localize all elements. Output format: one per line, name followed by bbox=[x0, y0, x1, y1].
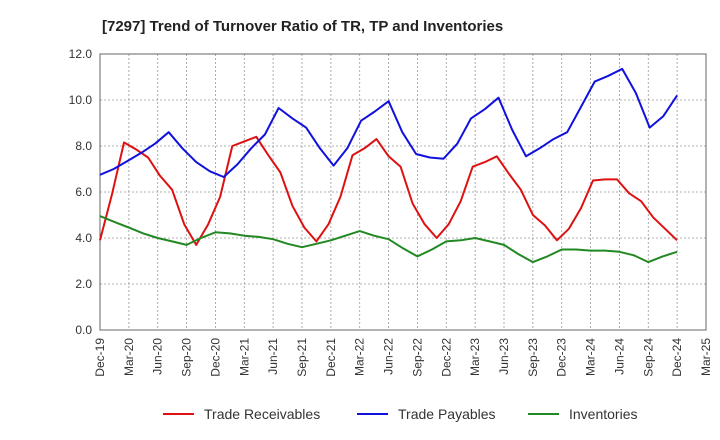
x-tick-label: Dec-20 bbox=[208, 338, 222, 377]
series-layer bbox=[99, 67, 678, 264]
x-tick-label: Dec-22 bbox=[439, 338, 453, 377]
x-tick-label: Mar-25 bbox=[699, 338, 713, 376]
legend: Trade Receivables Trade Payables Inventori… bbox=[163, 406, 637, 422]
x-tick-label: Mar-21 bbox=[237, 338, 251, 376]
x-tick-label: Sep-24 bbox=[641, 338, 655, 377]
x-tick-label: Jun-24 bbox=[612, 338, 626, 375]
y-tick-label: 8.0 bbox=[75, 139, 92, 153]
x-tick-label: Sep-23 bbox=[526, 338, 540, 377]
y-tick-label: 0.0 bbox=[75, 323, 92, 337]
x-tick-label: Mar-20 bbox=[122, 338, 136, 376]
y-tick-label: 10.0 bbox=[69, 93, 93, 107]
series-line-1 bbox=[99, 67, 678, 178]
x-axis-ticks: Dec-19 Mar-20 Jun-20 Sep-20 Dec-20 Mar-21 Jun-… bbox=[93, 338, 713, 377]
x-tick-label: Jun-21 bbox=[266, 338, 280, 375]
y-axis-ticks: 0.0 2.0 4.0 6.0 8.0 10.0 12.0 bbox=[69, 47, 93, 337]
series-line-0 bbox=[99, 135, 678, 246]
x-tick-label: Jun-23 bbox=[497, 338, 511, 375]
y-tick-label: 4.0 bbox=[75, 231, 92, 245]
x-tick-label: Sep-21 bbox=[295, 338, 309, 377]
legend-label-0: Trade Receivables bbox=[204, 406, 320, 422]
x-tick-label: Mar-24 bbox=[584, 338, 598, 376]
legend-label-1: Trade Payables bbox=[398, 406, 496, 422]
plot-frame bbox=[99, 53, 707, 331]
x-tick-label: Dec-24 bbox=[670, 338, 684, 377]
grid bbox=[100, 54, 706, 330]
y-tick-label: 6.0 bbox=[75, 185, 92, 199]
x-tick-label: Sep-22 bbox=[410, 338, 424, 377]
x-tick-label: Sep-20 bbox=[180, 338, 194, 377]
x-tick-label: Mar-22 bbox=[353, 338, 367, 376]
y-tick-label: 2.0 bbox=[75, 277, 92, 291]
x-tick-label: Jun-20 bbox=[151, 338, 165, 375]
chart-title: [7297] Trend of Turnover Ratio of TR, TP… bbox=[102, 18, 503, 35]
x-tick-label: Dec-21 bbox=[324, 338, 338, 377]
x-tick-label: Dec-23 bbox=[555, 338, 569, 377]
legend-label-2: Inventories bbox=[569, 406, 637, 422]
series-line-2 bbox=[99, 215, 678, 264]
x-tick-label: Jun-22 bbox=[382, 338, 396, 375]
x-tick-label: Mar-23 bbox=[468, 338, 482, 376]
x-tick-label: Dec-19 bbox=[93, 338, 107, 377]
y-tick-label: 12.0 bbox=[69, 47, 93, 61]
